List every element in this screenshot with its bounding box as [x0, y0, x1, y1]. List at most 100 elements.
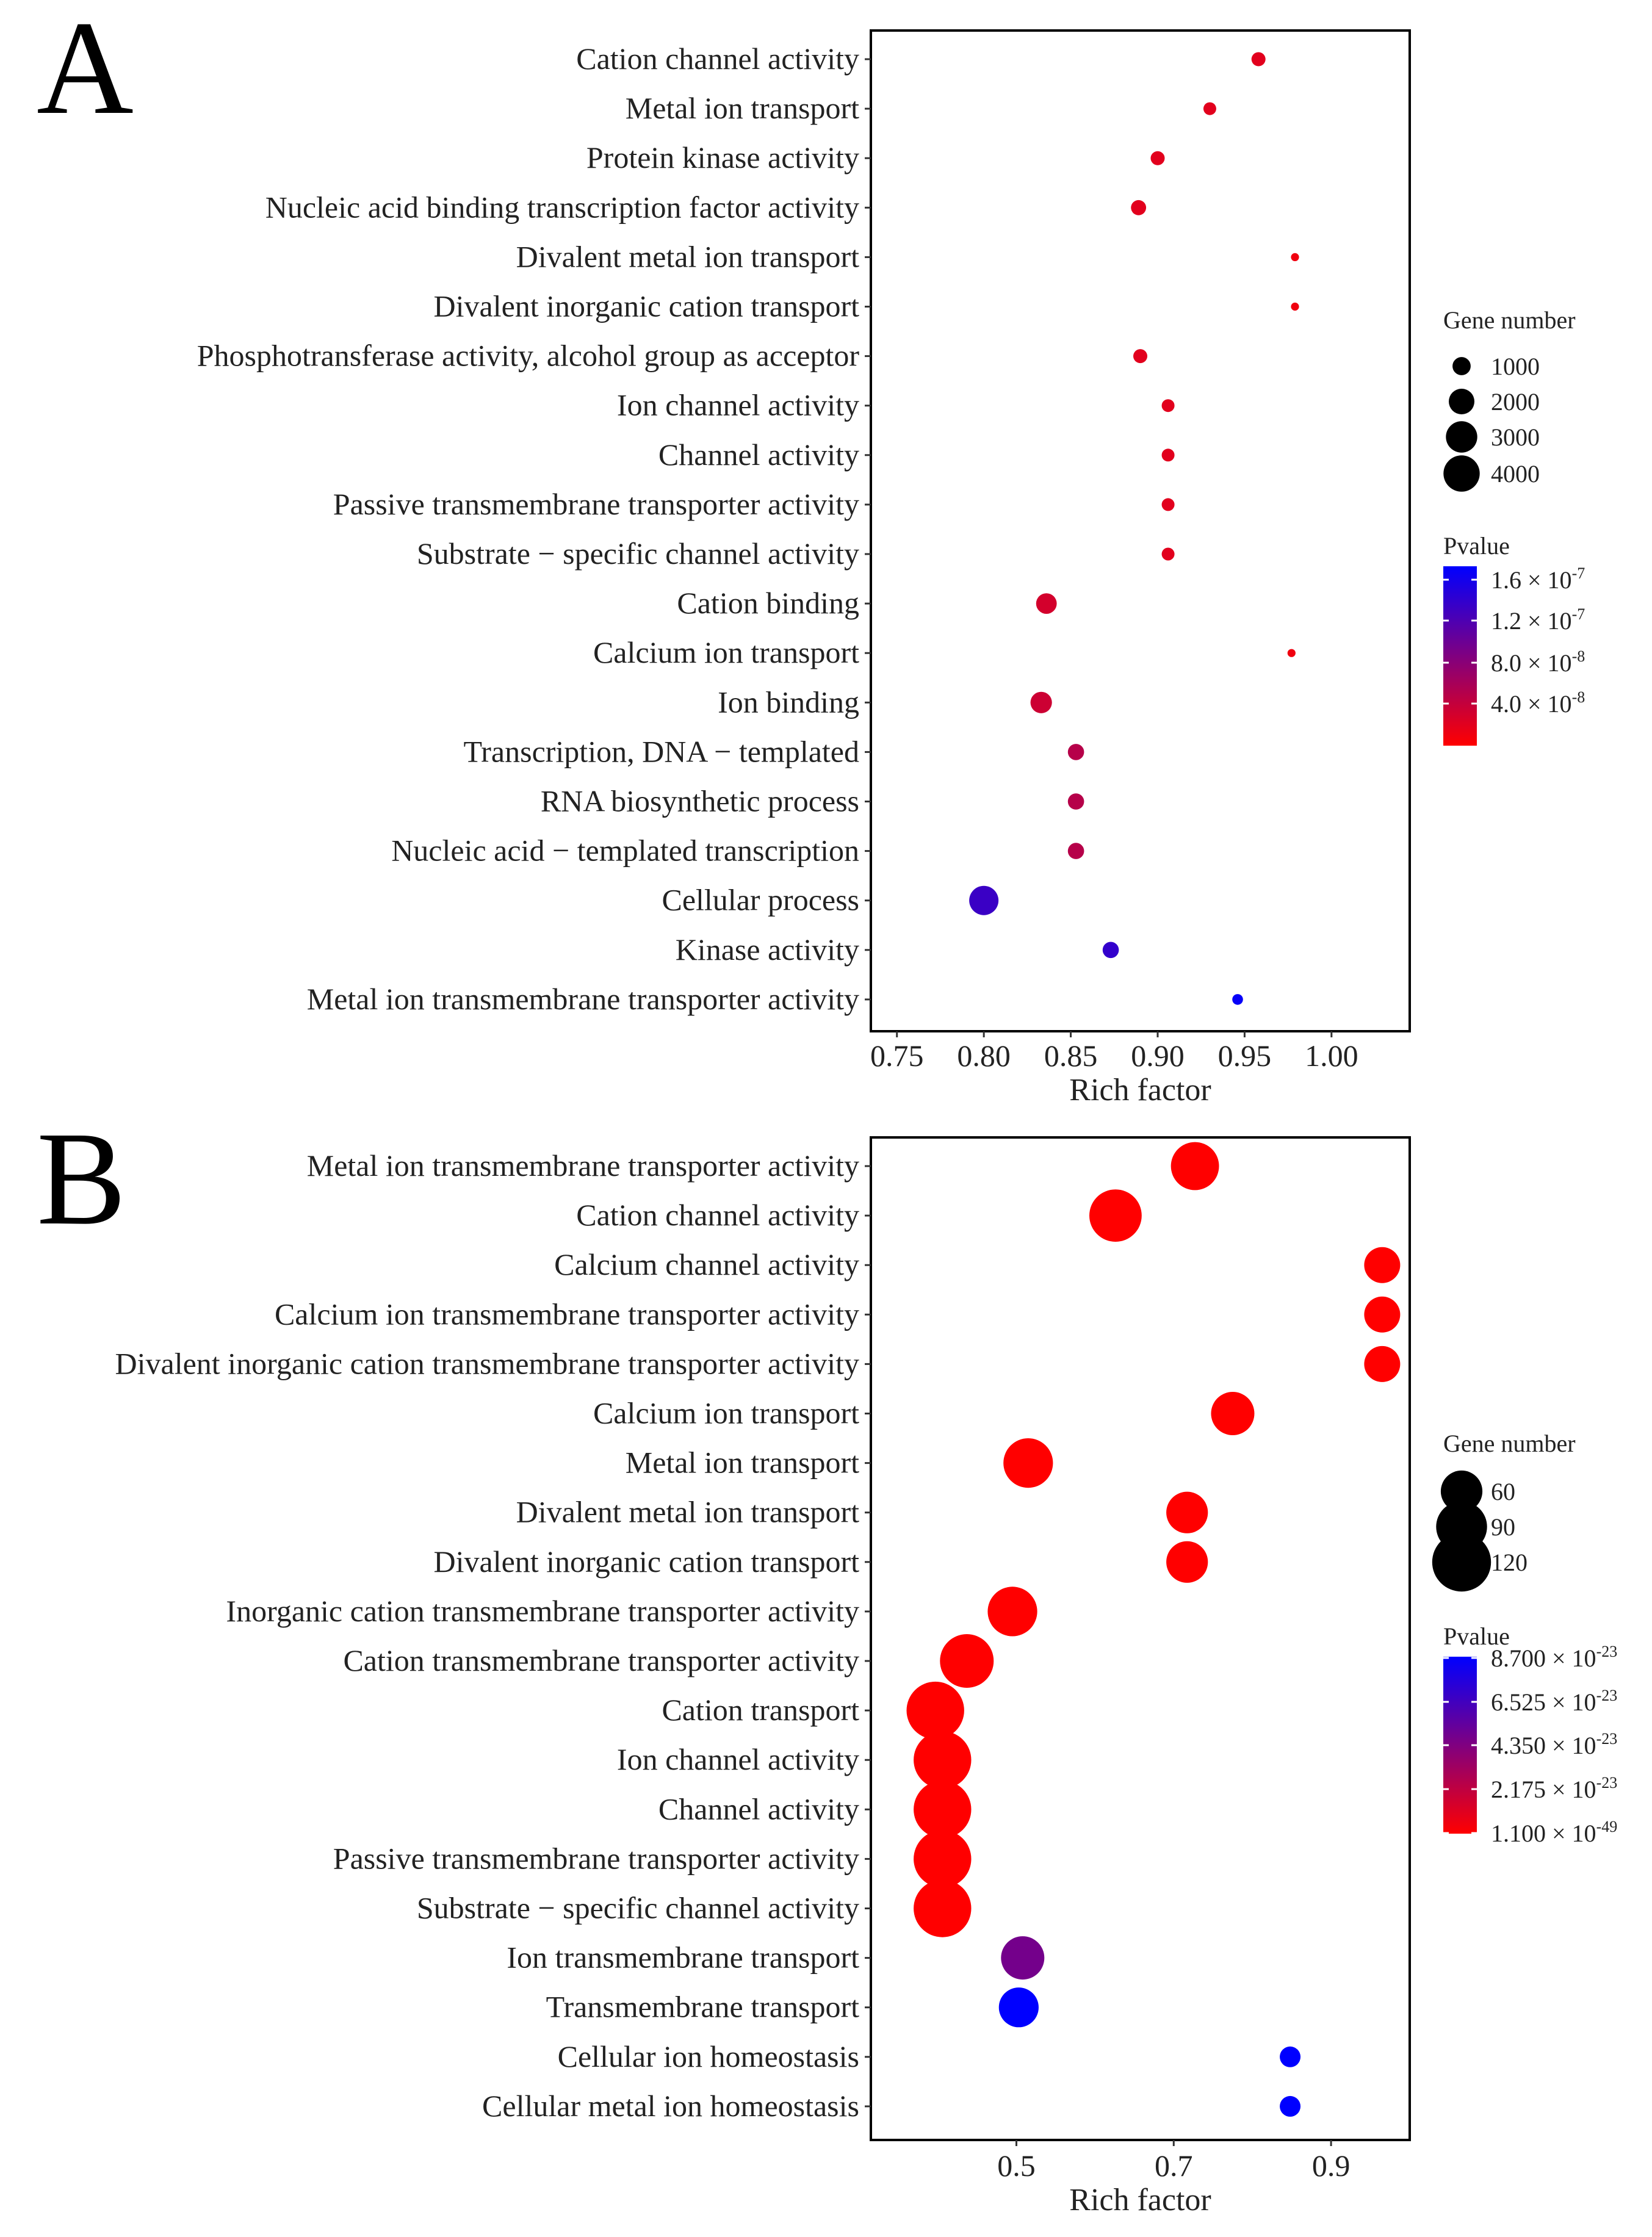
y-tick-label-ion-channel-activity: Ion channel activity: [617, 1742, 859, 1776]
size-legend-label: 3000: [1491, 423, 1540, 451]
point-cation-transmembrane-transporter-activity: [940, 1634, 994, 1688]
size-legend-key: [1446, 421, 1477, 453]
y-tick-label-transcription-dna-templated: Transcription, DNA − templated: [463, 734, 859, 768]
point-metal-ion-transport: [1003, 1438, 1053, 1488]
y-tick-label-cation-transmembrane-transporter-activity: Cation transmembrane transporter activit…: [343, 1643, 859, 1677]
y-tick-label-cellular-metal-ion-homeostasis: Cellular metal ion homeostasis: [482, 2089, 859, 2123]
y-tick-label-divalent-inorganic-cation-transport: Divalent inorganic cation transport: [434, 289, 860, 323]
point-ion-binding: [1030, 691, 1052, 713]
point-substrate-specific-channel-activity: [1161, 547, 1175, 561]
point-cation-binding: [1036, 593, 1057, 614]
point-cellular-metal-ion-homeostasis: [1280, 2095, 1301, 2117]
y-tick-label-cation-transport: Cation transport: [662, 1693, 859, 1727]
y-tick-label-calcium-ion-transport: Calcium ion transport: [593, 1396, 859, 1430]
y-tick-label-ion-binding: Ion binding: [718, 685, 859, 719]
size-legend-label: 60: [1491, 1478, 1515, 1505]
y-tick-label-substrate-specific-channel-activity: Substrate − specific channel activity: [417, 536, 859, 571]
point-cellular-ion-homeostasis: [1280, 2046, 1301, 2067]
panel-label: B: [37, 1104, 126, 1253]
y-tick-label-inorganic-cation-transmembrane-transporter-activity: Inorganic cation transmembrane transport…: [226, 1594, 859, 1628]
size-legend-key: [1443, 455, 1480, 492]
x-tick-label: 0.80: [957, 1039, 1011, 1073]
point-metal-ion-transmembrane-transporter-activity: [1232, 994, 1243, 1005]
y-tick-label-ion-channel-activity: Ion channel activity: [617, 388, 859, 422]
y-tick-label-calcium-ion-transport: Calcium ion transport: [593, 635, 859, 669]
y-tick-label-phosphotransferase-activity-alcohol-group-as-acceptor: Phosphotransferase activity, alcohol gro…: [197, 339, 860, 373]
y-tick-label-transmembrane-transport: Transmembrane transport: [546, 1990, 859, 2024]
x-tick-label: 0.7: [1155, 2149, 1193, 2183]
point-phosphotransferase-activity-alcohol-group-as-acceptor: [1133, 349, 1147, 364]
color-legend-label: 6.525 × 10-23: [1491, 1687, 1617, 1716]
point-calcium-ion-transport: [1211, 1392, 1255, 1435]
color-legend-label: 2.175 × 10-23: [1491, 1774, 1617, 1803]
point-divalent-metal-ion-transport: [1166, 1491, 1208, 1533]
x-tick-label: 0.75: [870, 1039, 924, 1073]
point-ion-channel-activity: [914, 1731, 972, 1789]
x-tick-label: 0.9: [1312, 2149, 1351, 2183]
color-legend-label: 4.0 × 10-8: [1491, 688, 1585, 718]
y-tick-label-cation-binding: Cation binding: [677, 586, 859, 620]
y-tick-label-cation-channel-activity: Cation channel activity: [576, 1198, 859, 1232]
point-cation-channel-activity: [1251, 52, 1266, 67]
point-divalent-inorganic-cation-transport: [1166, 1541, 1208, 1583]
y-tick-label-calcium-channel-activity: Calcium channel activity: [554, 1247, 859, 1281]
y-tick-label-rna-biosynthetic-process: RNA biosynthetic process: [541, 784, 859, 818]
y-tick-label-cellular-process: Cellular process: [662, 883, 859, 917]
y-tick-label-passive-transmembrane-transporter-activity: Passive transmembrane transporter activi…: [333, 487, 859, 521]
color-legend-label: 1.2 × 10-7: [1491, 605, 1585, 635]
panel-a: A Cation channel activity Metal ion transp…: [37, 0, 1585, 1108]
color-legend-bar: [1443, 1657, 1477, 1834]
point-cellular-process: [969, 885, 999, 915]
x-tick-label: 0.95: [1218, 1039, 1272, 1073]
y-tick-label-cation-channel-activity: Cation channel activity: [576, 41, 859, 76]
point-substrate-specific-channel-activity: [914, 1879, 972, 1937]
point-divalent-inorganic-cation-transmembrane-transporter-activity: [1364, 1345, 1401, 1382]
size-legend-key: [1452, 357, 1471, 375]
panel-label: A: [37, 0, 134, 142]
color-legend-label: 4.350 × 10-23: [1491, 1730, 1617, 1759]
x-axis-title: Rich factor: [1069, 2183, 1211, 2217]
panel-b: B Metal ion transmembrane transporter act…: [37, 1104, 1617, 2217]
point-channel-activity: [914, 1781, 972, 1839]
y-tick-label-cellular-ion-homeostasis: Cellular ion homeostasis: [558, 2039, 859, 2073]
y-tick-label-substrate-specific-channel-activity: Substrate − specific channel activity: [417, 1891, 859, 1925]
y-tick-label-metal-ion-transport: Metal ion transport: [626, 91, 859, 125]
x-tick-label: 0.90: [1131, 1039, 1185, 1073]
size-legend-key: [1449, 389, 1474, 414]
size-legend-label: 4000: [1491, 460, 1540, 488]
point-rna-biosynthetic-process: [1067, 793, 1084, 810]
y-tick-label-ion-transmembrane-transport: Ion transmembrane transport: [507, 1940, 859, 1975]
y-tick-label-channel-activity: Channel activity: [658, 1792, 859, 1826]
color-legend-label: 8.0 × 10-8: [1491, 647, 1585, 677]
color-legend-title: Pvalue: [1443, 532, 1510, 560]
point-calcium-ion-transport: [1287, 649, 1296, 657]
point-passive-transmembrane-transporter-activity: [914, 1830, 972, 1888]
x-tick-label: 1.00: [1305, 1039, 1358, 1073]
color-legend-bar: [1443, 566, 1477, 746]
size-legend-title: Gene number: [1443, 306, 1576, 334]
color-legend-label: 1.100 × 10-49: [1491, 1818, 1617, 1847]
plot-frame: [870, 1136, 1411, 2141]
y-tick-label-metal-ion-transport: Metal ion transport: [626, 1446, 859, 1480]
point-inorganic-cation-transmembrane-transporter-activity: [987, 1587, 1037, 1637]
y-tick-label-protein-kinase-activity: Protein kinase activity: [586, 140, 859, 175]
y-tick-label-divalent-metal-ion-transport: Divalent metal ion transport: [516, 239, 859, 273]
y-tick-label-channel-activity: Channel activity: [658, 438, 859, 472]
point-divalent-metal-ion-transport: [1291, 253, 1299, 261]
size-legend-label: 90: [1491, 1513, 1515, 1541]
size-legend-key: [1440, 1470, 1483, 1513]
y-tick-label-kinase-activity: Kinase activity: [676, 932, 859, 967]
size-legend-label: 2000: [1491, 388, 1540, 416]
size-legend-label: 120: [1491, 1549, 1528, 1576]
x-axis-title: Rich factor: [1069, 1073, 1211, 1108]
y-tick-label-metal-ion-transmembrane-transporter-activity: Metal ion transmembrane transporter acti…: [307, 982, 859, 1016]
y-tick-label-passive-transmembrane-transporter-activity: Passive transmembrane transporter activi…: [333, 1841, 859, 1875]
point-divalent-inorganic-cation-transport: [1291, 302, 1299, 311]
point-ion-channel-activity: [1161, 399, 1175, 412]
point-transcription-dna-templated: [1067, 744, 1084, 760]
point-ion-transmembrane-transport: [1001, 1936, 1045, 1980]
y-tick-label-divalent-inorganic-cation-transport: Divalent inorganic cation transport: [434, 1544, 860, 1579]
y-tick-label-nucleic-acid-templated-transcription: Nucleic acid − templated transcription: [391, 834, 859, 868]
plot-frame: [870, 29, 1411, 1032]
